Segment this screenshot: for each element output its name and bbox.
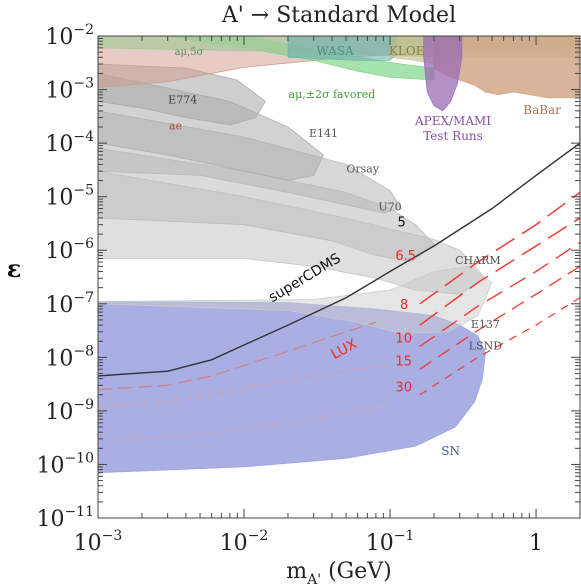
- label-15: 15: [395, 355, 412, 370]
- region-apex-mami: [423, 36, 463, 112]
- curve-10: [419, 241, 580, 347]
- x-axis-label-subscript: A': [306, 572, 321, 587]
- label-e141: E141: [309, 127, 338, 140]
- x-tick-label: 10−1: [366, 528, 415, 556]
- curve-lux-2: [98, 365, 391, 408]
- curve-15: [419, 265, 580, 370]
- curve-lux-3: [98, 404, 391, 440]
- label-a-5: aμ,5σ: [175, 47, 204, 58]
- y-tick-label: 10−7: [45, 290, 94, 318]
- x-axis-label-unit: (GeV): [321, 559, 392, 584]
- curve-lux: [98, 321, 377, 391]
- label-6-5: 6.5: [395, 249, 416, 264]
- curve-8: [419, 217, 580, 326]
- x-axis: 10−3 10−2 10−1 1: [74, 36, 581, 556]
- label-8: 8: [400, 298, 408, 313]
- y-axis: 10−11 10−10 10−9 10−8 10−7 10−6 10−5 10−4 10−3 10…: [36, 22, 580, 532]
- label-e774: E774: [168, 94, 197, 107]
- label-wasa: WASA: [316, 44, 354, 58]
- y-tick-label: 10−2: [45, 22, 94, 50]
- y-tick-label: 10−3: [45, 76, 94, 104]
- label-a-2-favored: aμ,±2σ favored: [289, 88, 376, 101]
- projection-curves: [98, 109, 580, 440]
- region-wasa: [287, 36, 397, 61]
- label-babar: BaBar: [523, 103, 561, 117]
- label-test-runs: Test Runs: [423, 129, 483, 143]
- y-tick-label: 10−6: [45, 236, 94, 264]
- y-axis-label: ε: [7, 254, 22, 283]
- plot-area: E774 E141 Orsay U70 CHARM E137 LSND SN BaBar APEX…: [98, 36, 580, 474]
- y-tick-label: 10−9: [45, 397, 94, 425]
- label-u70: U70: [378, 201, 401, 214]
- label-10: 10: [395, 331, 412, 346]
- x-axis-label: mA' (GeV): [286, 559, 391, 587]
- x-tick-label: 10−3: [74, 528, 123, 556]
- x-axis-label-main: m: [286, 559, 307, 584]
- label-apex-mami: APEX/MAMI: [414, 114, 491, 128]
- label-lsnd: LSND: [469, 340, 502, 353]
- y-tick-label: 10−5: [45, 183, 94, 211]
- label-ae: ae: [169, 119, 182, 132]
- chart-title: A' → Standard Model: [221, 3, 456, 28]
- curve-supercdms: [98, 109, 580, 377]
- label-charm: CHARM: [455, 254, 501, 267]
- y-tick-label: 10−11: [36, 504, 94, 532]
- curve-6-5: [419, 191, 580, 305]
- y-tick-label: 10−4: [45, 129, 94, 157]
- exclusion-regions: [98, 36, 580, 474]
- label-kloe: KLOE: [389, 44, 425, 58]
- region-e137: [98, 265, 493, 334]
- label-5: 5: [397, 215, 405, 230]
- label-30: 30: [395, 381, 412, 396]
- x-tick-label: 1: [529, 531, 543, 556]
- y-tick-label: 10−8: [45, 343, 94, 371]
- plot-frame: [97, 35, 581, 519]
- x-tick-label: 10−2: [220, 528, 269, 556]
- curve-30: [419, 297, 580, 396]
- y-tick-label: 10−10: [36, 450, 94, 478]
- label-orsay: Orsay: [346, 163, 379, 176]
- label-sn: SN: [441, 444, 460, 458]
- label-e137: E137: [471, 318, 500, 331]
